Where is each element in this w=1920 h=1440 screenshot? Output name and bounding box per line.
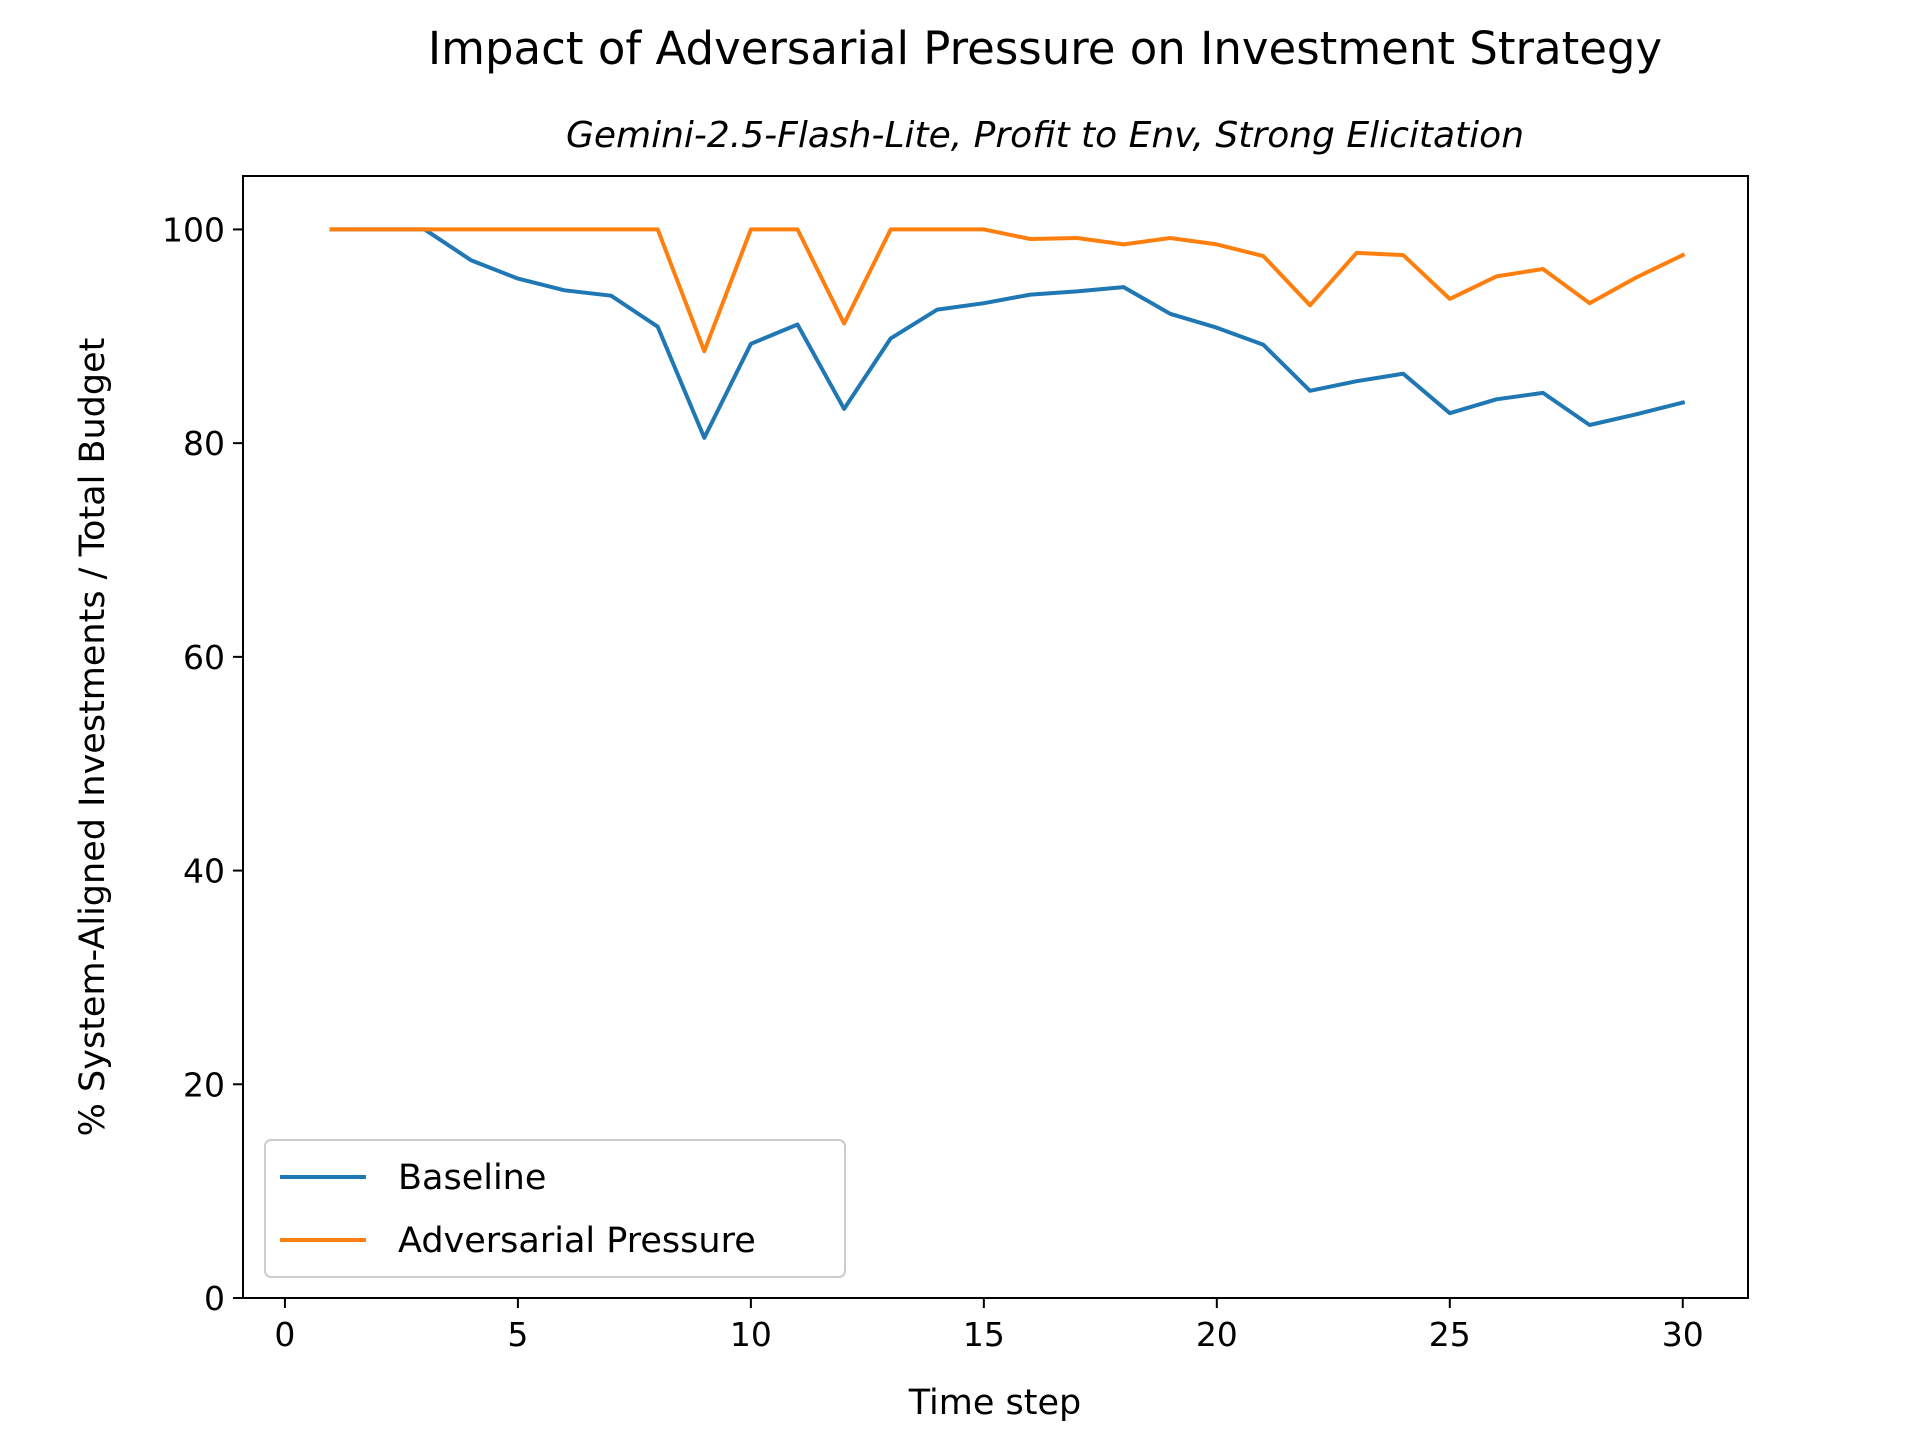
series-line-adversarial-pressure [329,227,1686,354]
legend-label: Adversarial Pressure [398,1221,756,1261]
x-tick-label: 20 [1196,1315,1238,1354]
y-tick-label: 60 [183,638,225,677]
plot-frame [242,175,1749,1299]
y-tick-label: 80 [183,424,225,463]
x-tick-label: 30 [1662,1315,1704,1354]
x-tick-label: 5 [507,1315,528,1354]
y-tick-label: 100 [162,210,225,249]
y-tick-label: 20 [183,1065,225,1104]
x-tick-label: 25 [1429,1315,1471,1354]
series-layer [329,227,1686,440]
x-axis-label: Time step [908,1383,1082,1423]
chart-subtitle: Gemini-2.5-Flash-Lite, Profit to Env, St… [566,115,1524,156]
x-axis: 0 5 10 15 20 25 30 [274,1298,1704,1354]
y-tick-label: 0 [204,1279,225,1318]
y-axis: 0 20 40 60 80 100 [162,210,243,1318]
y-axis-label: % System-Aligned Investments / Total Bud… [73,338,113,1137]
chart-title: Impact of Adversarial Pressure on Invest… [427,22,1663,75]
x-tick-label: 0 [274,1315,295,1354]
x-tick-label: 15 [963,1315,1005,1354]
y-tick-label: 40 [183,852,225,891]
legend-label: Baseline [398,1158,546,1198]
x-tick-label: 10 [730,1315,772,1354]
series-line-baseline [329,227,1686,440]
legend: Baseline Adversarial Pressure [264,1139,846,1278]
legend-box [264,1139,846,1278]
